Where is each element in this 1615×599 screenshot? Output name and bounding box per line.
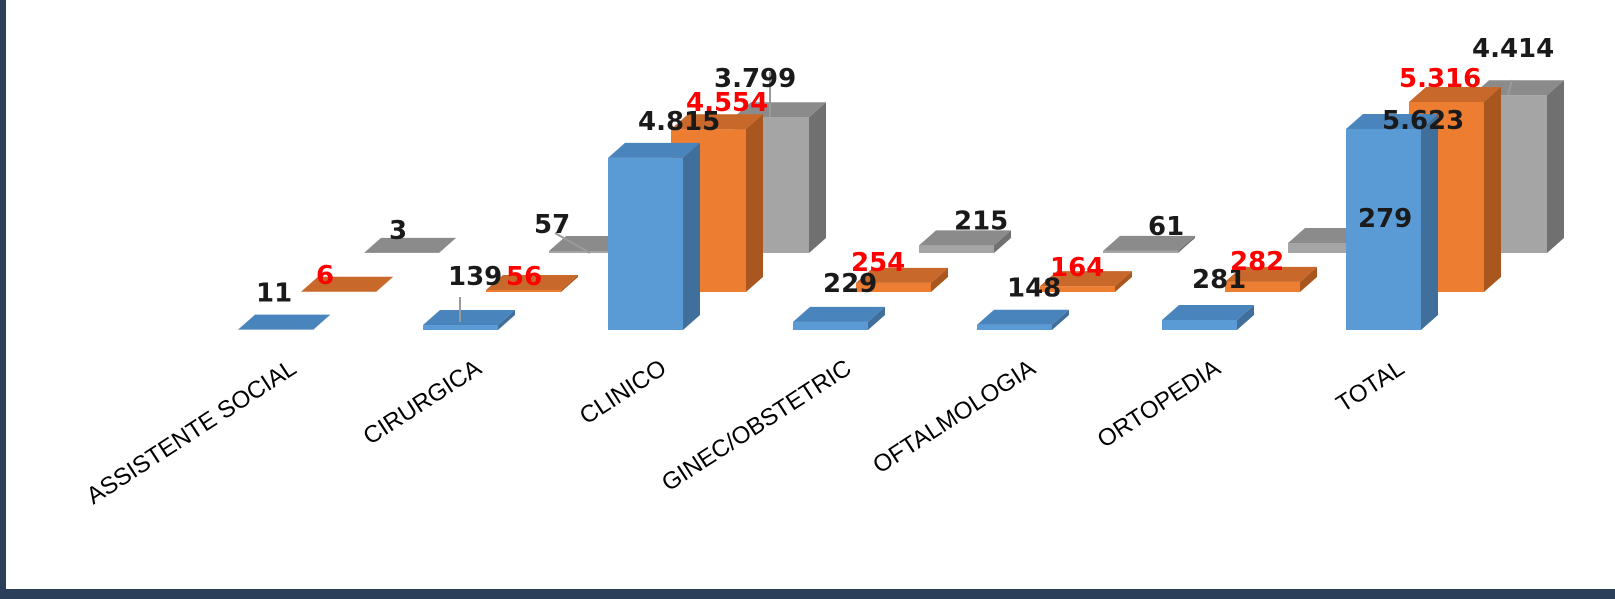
data-label: 5.623	[1382, 106, 1464, 136]
category-label: GINEC/OBSTETRIC	[657, 354, 856, 496]
bar-s2-ginec-obstetric	[856, 267, 948, 292]
data-label: 6	[316, 261, 334, 291]
leader-line	[554, 232, 591, 254]
category-label: CIRURGICA	[359, 354, 487, 450]
bar-s2-assistente-social	[301, 276, 393, 292]
bar-s2-ortopedia	[1225, 266, 1317, 292]
bar-s1-total	[1346, 114, 1438, 330]
data-label: 4.554	[686, 88, 768, 118]
data-label: 279	[1358, 204, 1412, 234]
bar-s3-assistente-social	[364, 237, 456, 253]
leader-line	[1507, 79, 1513, 96]
category-label: ASSISTENTE SOCIAL	[82, 354, 301, 510]
data-label: 139	[448, 262, 502, 292]
left-border	[0, 0, 6, 599]
data-label: 229	[823, 269, 877, 299]
bottom-border	[0, 589, 1615, 599]
bar-s3-oftalmologia	[1103, 235, 1195, 253]
bar-s2-oftalmologia	[1040, 271, 1132, 292]
category-label: CLINICO	[575, 354, 671, 430]
bar-s1-ortopedia	[1162, 304, 1254, 330]
category-label: OFTALMOLOGIA	[868, 354, 1040, 479]
bar-s1-assistente-social	[238, 314, 330, 330]
data-label: 4.414	[1472, 34, 1554, 64]
data-label: 3	[389, 216, 407, 246]
category-label: TOTAL	[1332, 354, 1410, 418]
data-label: 148	[1007, 274, 1061, 304]
bar-s3-ginec-obstetric	[919, 230, 1011, 253]
bar-s1-cirurgica	[423, 310, 515, 330]
data-label: 11	[256, 279, 292, 309]
bar-s1-oftalmologia	[977, 309, 1069, 330]
data-label: 3.799	[714, 64, 796, 94]
data-label: 61	[1148, 212, 1184, 242]
data-label: 4.815	[638, 107, 720, 137]
data-label: 164	[1050, 253, 1104, 283]
data-label: 57	[534, 210, 570, 240]
data-label: 281	[1192, 265, 1246, 295]
data-label: 56	[506, 262, 542, 292]
bar-s1-clinico	[608, 142, 700, 330]
data-label: 254	[851, 248, 905, 278]
category-label: ORTOPEDIA	[1093, 354, 1226, 453]
data-label: 215	[954, 206, 1008, 236]
data-label: 5.316	[1399, 64, 1481, 94]
bar-s2-cirurgica	[486, 274, 578, 292]
data-label: 282	[1230, 247, 1284, 277]
bar-s1-ginec-obstetric	[793, 306, 885, 330]
